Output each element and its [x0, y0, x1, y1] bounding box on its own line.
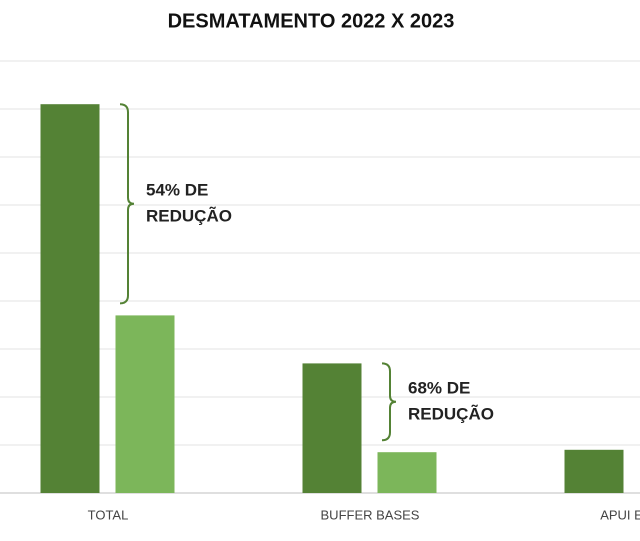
annotation: REDUÇÃO: [146, 205, 232, 225]
bar: [564, 449, 624, 493]
annotation: 54% DE: [146, 180, 208, 199]
x-tick-label: BUFFER BASES: [321, 507, 420, 522]
annotation: 68% DE: [408, 378, 470, 397]
annotation: REDUÇÃO: [408, 403, 494, 423]
bracket: [381, 362, 397, 442]
bracket: [119, 103, 135, 305]
bar: [40, 104, 100, 493]
bar: [115, 315, 175, 493]
bar: [302, 363, 362, 493]
x-tick-label: TOTAL: [88, 507, 129, 522]
bar: [377, 452, 437, 493]
x-tick-label: APUI E EX: [600, 507, 640, 522]
chart-title: DESMATAMENTO 2022 X 2023: [168, 10, 455, 32]
